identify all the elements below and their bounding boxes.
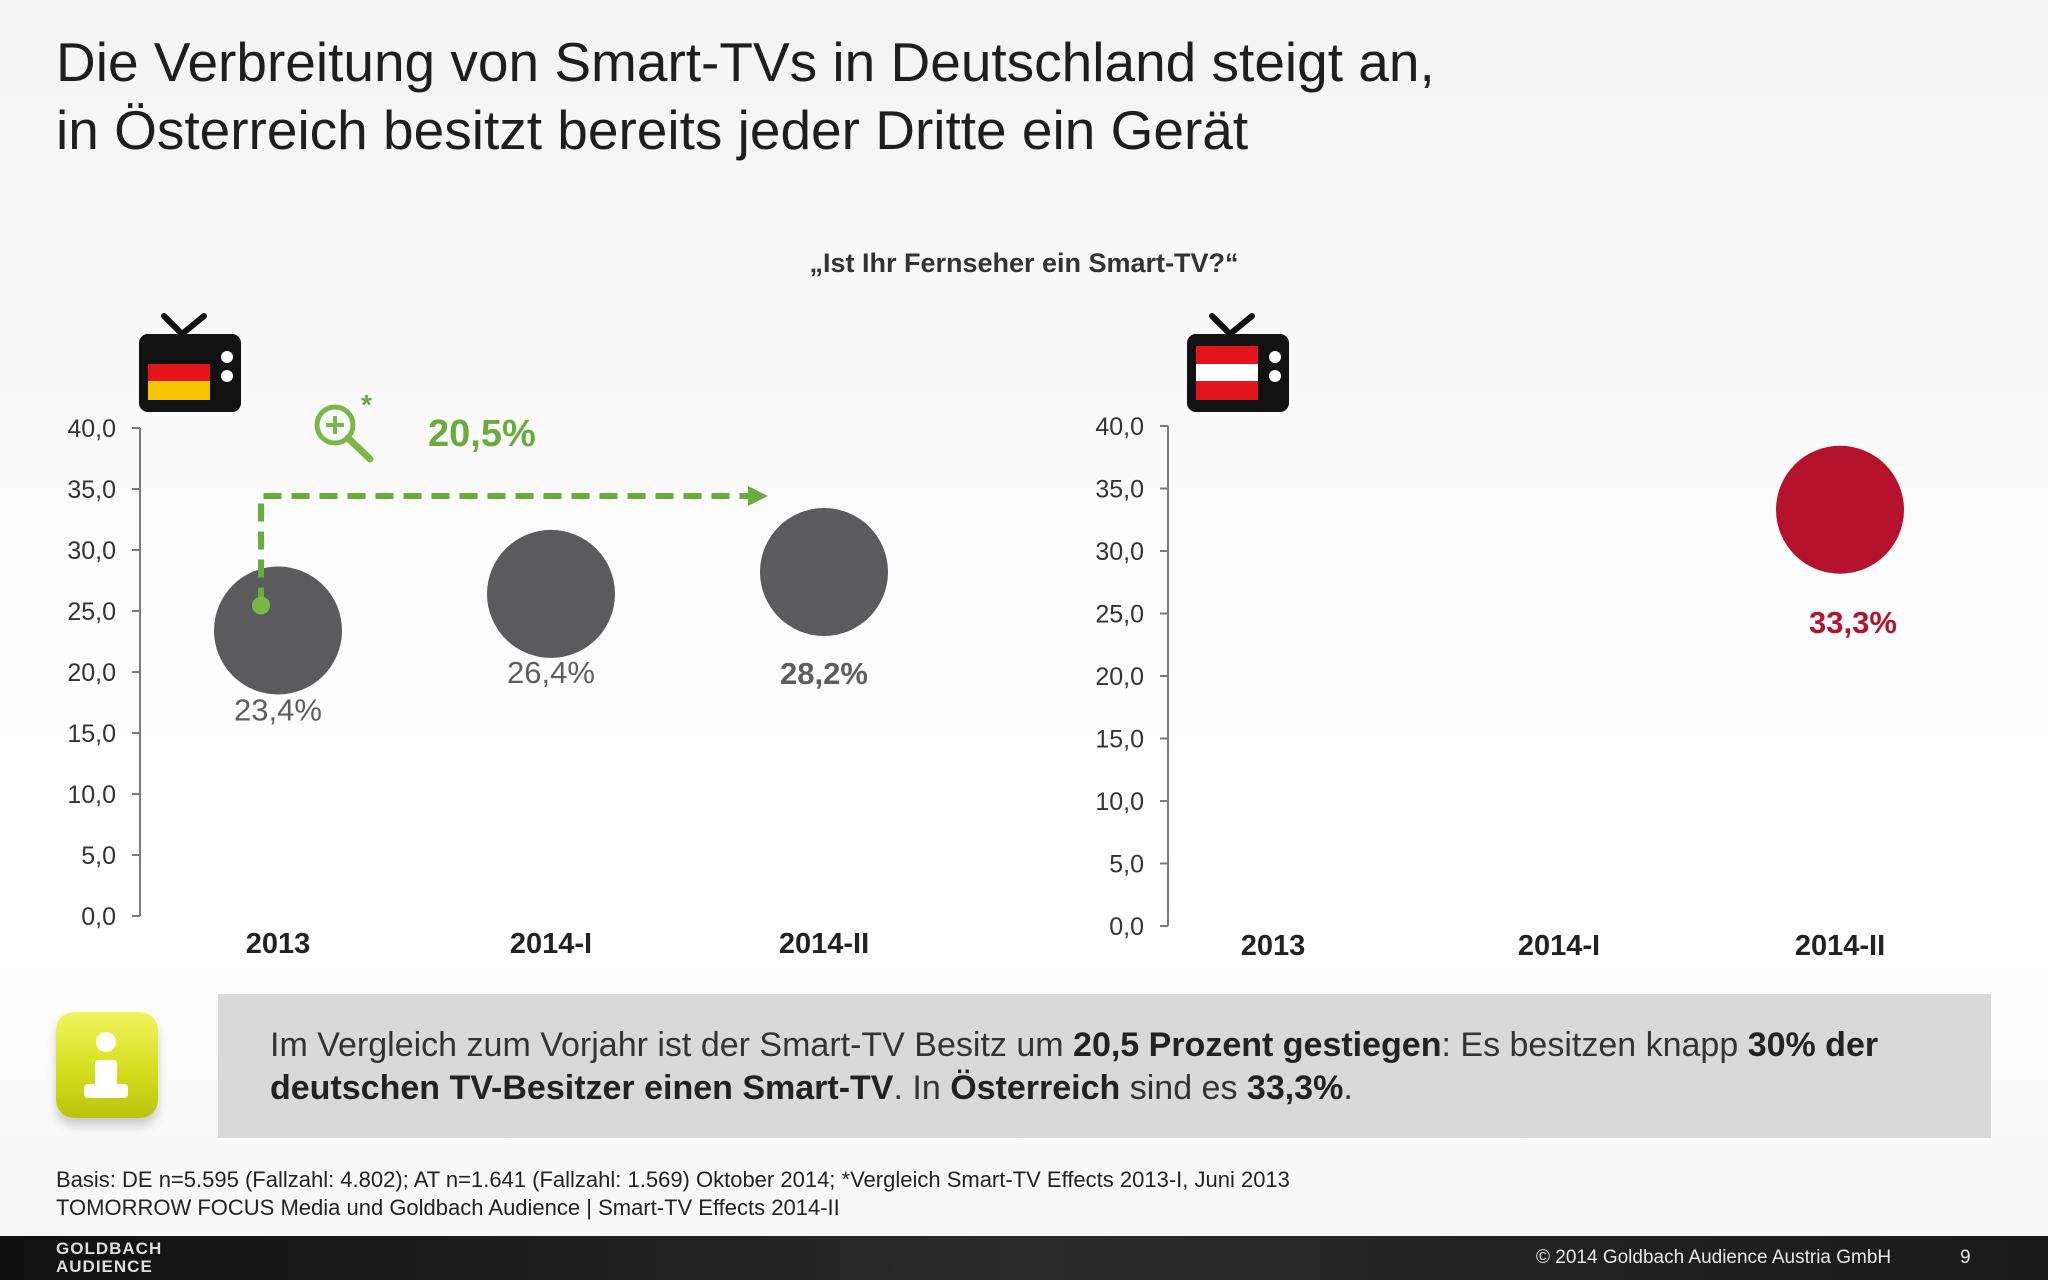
de-y-tick-label: 0,0 — [81, 903, 116, 931]
at-x-category-label: 2013 — [1241, 930, 1306, 962]
de-data-bubble — [214, 566, 342, 695]
copyright-text: © 2014 Goldbach Audience Austria GmbH — [1536, 1247, 1892, 1268]
survey-question: „Ist Ihr Fernseher ein Smart-TV?“ — [809, 248, 1239, 278]
title-line-2: in Österreich besitzt bereits jeder Drit… — [56, 99, 1249, 161]
at-y-tick-label: 15,0 — [1095, 726, 1144, 754]
de-y-tick-label: 30,0 — [67, 537, 116, 565]
de-y-tick-label: 40,0 — [67, 415, 116, 443]
growth-arrow-start-dot — [252, 596, 270, 615]
footnote-source: TOMORROW FOCUS Media und Goldbach Audien… — [56, 1195, 840, 1220]
de-y-tick-label: 10,0 — [67, 781, 116, 809]
at-data-label: 33,3% — [1809, 605, 1897, 640]
de-x-category-label: 2014-II — [779, 928, 869, 960]
de-x-category-label: 2014-I — [510, 928, 592, 960]
at-y-tick-label: 40,0 — [1095, 413, 1144, 441]
growth-arrow-line — [258, 493, 750, 606]
at-y-tick-label: 25,0 — [1095, 601, 1144, 629]
de-y-tick-label: 5,0 — [81, 842, 116, 870]
growth-arrow — [252, 486, 768, 615]
de-y-tick-label: 15,0 — [67, 720, 116, 748]
at-y-tick-label: 30,0 — [1095, 538, 1144, 566]
de-x-category-label: 2013 — [246, 928, 311, 960]
annotation-asterisk: * — [361, 389, 372, 420]
info-bold-3: Österreich — [950, 1069, 1121, 1107]
at-y-tick-label: 5,0 — [1109, 851, 1144, 879]
magnifier-plus-icon — [314, 404, 374, 463]
de-y-tick-label: 35,0 — [67, 476, 116, 504]
page-title: Die Verbreitung von Smart-TVs in Deutsch… — [56, 28, 1435, 164]
at-y-tick-label: 20,0 — [1095, 663, 1144, 691]
de-data-bubble — [760, 507, 888, 636]
growth-arrow-head — [748, 486, 768, 506]
info-bold-2: 30% der deutschen TV-Besitzer einen Smar… — [270, 1026, 1879, 1107]
goldbach-logo: GOLDBACH AUDIENCE — [56, 1239, 163, 1276]
de-data-bubble — [487, 529, 615, 658]
at-x-category-label: 2014-II — [1795, 930, 1885, 962]
charts-canvas: * 20,5% 0,0 5,0 10,0 15,0 20,0 25,0 30,0 35,0 40… — [67, 313, 1904, 962]
tv-germany-flag-icon — [139, 313, 241, 412]
footer-bar: GOLDBACH AUDIENCE © 2014 Goldbach Audien… — [0, 1236, 2048, 1280]
info-text-5: . — [1343, 1069, 1353, 1107]
de-y-tick-label: 25,0 — [67, 598, 116, 626]
info-bold-4: 33,3% — [1246, 1069, 1344, 1107]
info-summary-box: Im Vergleich zum Vorjahr ist der Smart-T… — [218, 994, 1991, 1138]
info-text-2: : Es besitzen knapp — [1441, 1026, 1748, 1064]
growth-annotation-label: 20,5% — [428, 413, 536, 455]
footnote: Basis: DE n=5.595 (Fallzahl: 4.802); AT … — [56, 1166, 1290, 1222]
tv-austria-flag-icon — [1187, 313, 1289, 412]
at-y-tick-label: 0,0 — [1109, 913, 1144, 941]
de-data-label: 28,2% — [780, 656, 868, 691]
info-bold-1: 20,5 Prozent gestiegen — [1073, 1026, 1442, 1064]
title-line-1: Die Verbreitung von Smart-TVs in Deutsch… — [56, 31, 1435, 93]
at-y-tick-label: 10,0 — [1095, 788, 1144, 816]
at-data-bubble — [1776, 445, 1904, 574]
info-icon — [56, 1012, 158, 1118]
chart-germany: 0,0 5,0 10,0 15,0 20,0 25,0 30,0 35,0 40,0 2013 20… — [67, 415, 888, 960]
at-y-tick-label: 35,0 — [1095, 476, 1144, 504]
de-data-label: 26,4% — [507, 655, 595, 690]
page-number: 9 — [1960, 1247, 1971, 1268]
at-x-category-label: 2014-I — [1518, 930, 1600, 962]
info-text-1: Im Vergleich zum Vorjahr ist der Smart-T… — [270, 1026, 1074, 1064]
info-text-3: . In — [893, 1069, 951, 1107]
footnote-basis: Basis: DE n=5.595 (Fallzahl: 4.802); AT … — [56, 1167, 1290, 1192]
de-data-label: 23,4% — [234, 693, 322, 728]
info-text-4: sind es — [1120, 1069, 1247, 1107]
de-y-tick-label: 20,0 — [67, 659, 116, 687]
chart-austria: 0,0 5,0 10,0 15,0 20,0 25,0 30,0 35,0 40,0 2013 20… — [1095, 413, 1904, 962]
